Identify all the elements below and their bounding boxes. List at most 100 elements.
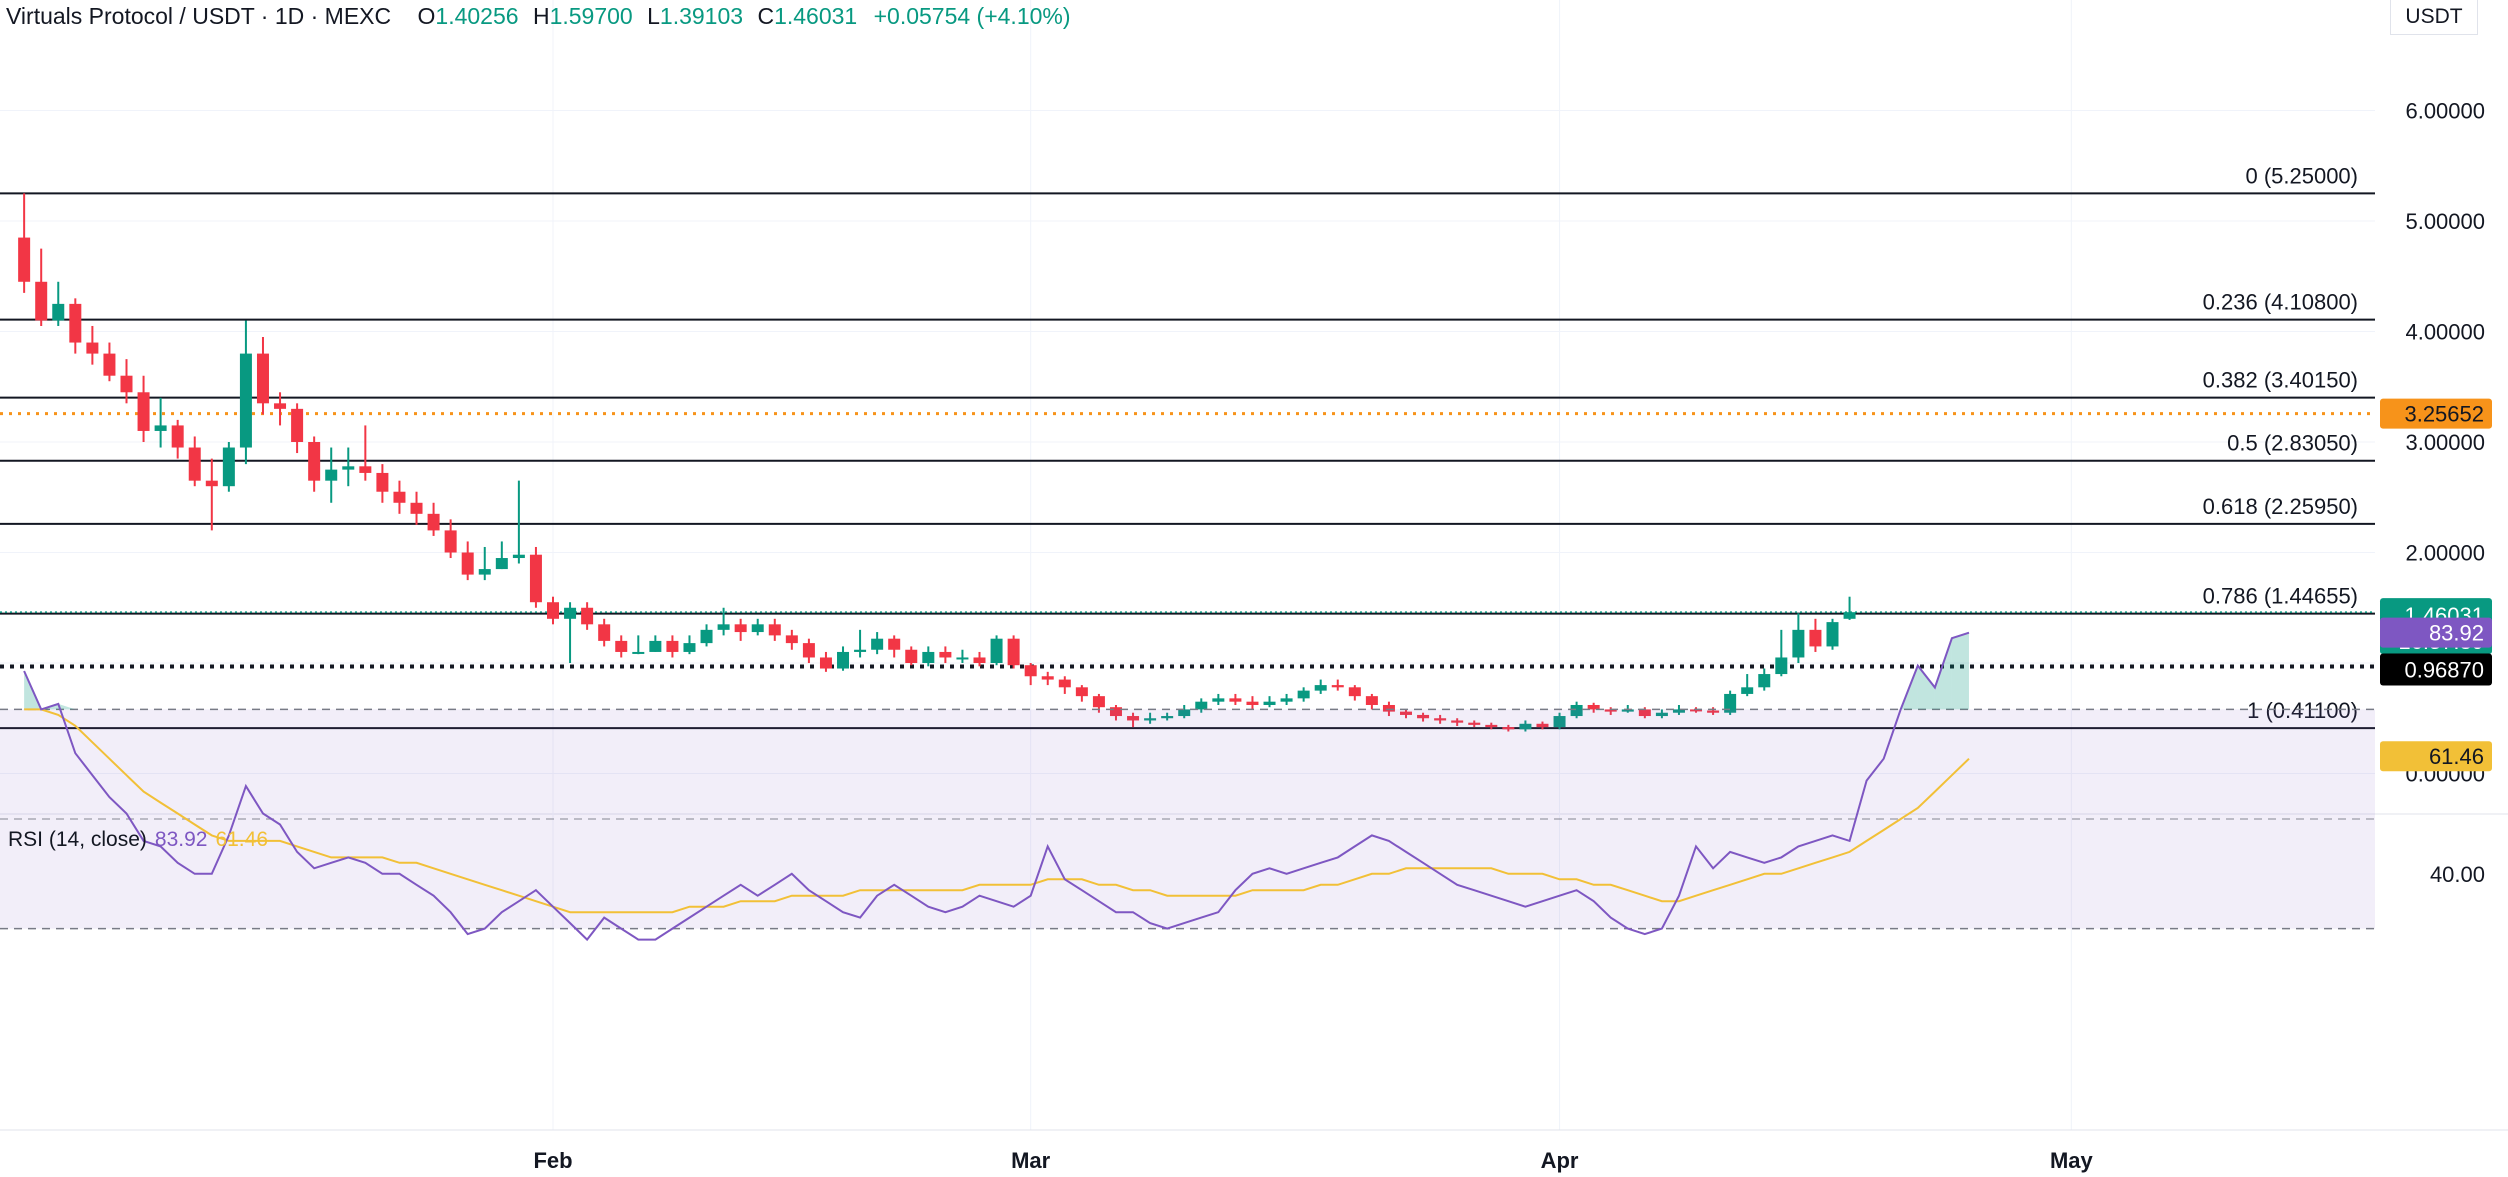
high-value: 1.59700 bbox=[549, 3, 633, 29]
candle-body bbox=[1519, 723, 1532, 730]
candle-body bbox=[649, 640, 662, 652]
candle bbox=[819, 651, 832, 672]
candle bbox=[1741, 674, 1754, 697]
candle-body bbox=[1434, 718, 1447, 721]
candle bbox=[1553, 712, 1566, 730]
rsi-header[interactable]: RSI (14, close) 83.92 61.46 bbox=[8, 828, 268, 852]
orange-price-badge-bg bbox=[2380, 398, 2492, 429]
candle-body bbox=[1775, 657, 1788, 675]
candle-body bbox=[854, 649, 867, 652]
candle bbox=[649, 635, 662, 652]
candle-body bbox=[717, 624, 730, 630]
candle bbox=[888, 635, 901, 658]
candle bbox=[1314, 679, 1327, 694]
candle-body bbox=[1587, 704, 1600, 710]
candle-body bbox=[1536, 723, 1549, 728]
candlesticks bbox=[18, 193, 1856, 732]
candle-body bbox=[188, 447, 201, 481]
candle bbox=[1024, 663, 1037, 686]
candle-body bbox=[1741, 687, 1754, 694]
candle bbox=[1400, 709, 1412, 719]
candle bbox=[171, 419, 184, 459]
support-price-badge: 0.96870 bbox=[2380, 653, 2492, 686]
candle bbox=[1536, 721, 1549, 730]
candle-body bbox=[137, 392, 150, 431]
candle-body bbox=[529, 554, 542, 603]
candle-body bbox=[154, 425, 167, 431]
high-label: H bbox=[532, 3, 550, 29]
candle-body bbox=[1092, 696, 1105, 708]
currency-button[interactable]: USDT bbox=[2390, 0, 2478, 35]
candle bbox=[1161, 712, 1174, 721]
candle-body bbox=[1144, 718, 1157, 721]
price-tick-0: 6.00000 bbox=[2405, 99, 2485, 124]
candle bbox=[154, 397, 167, 448]
candle bbox=[632, 635, 645, 655]
candle-body bbox=[1041, 676, 1054, 680]
candle bbox=[274, 392, 287, 426]
open-label: O bbox=[417, 3, 436, 29]
candle-body bbox=[444, 530, 457, 553]
candle-body bbox=[1297, 690, 1310, 699]
candle-body bbox=[1400, 711, 1412, 715]
candle bbox=[1417, 712, 1430, 722]
rsi-ma-value-badge-bg bbox=[2380, 741, 2492, 772]
candle bbox=[1826, 618, 1839, 650]
candle bbox=[547, 596, 559, 625]
candle bbox=[188, 436, 201, 487]
candle-body bbox=[802, 643, 815, 658]
candle bbox=[427, 502, 440, 536]
fib-label-4: 0.618 (2.25950) bbox=[2203, 494, 2358, 519]
rsi-value-badge: 83.92 bbox=[2380, 617, 2492, 648]
candle-body bbox=[1263, 701, 1276, 705]
candle-body bbox=[547, 602, 559, 619]
candle bbox=[86, 325, 99, 365]
candle-body bbox=[1604, 709, 1617, 712]
symbol-title[interactable]: Virtuals Protocol / USDT · 1D · MEXC bbox=[6, 3, 392, 29]
candle bbox=[461, 541, 474, 581]
rsi-overbought-fill bbox=[1934, 638, 1952, 710]
candle-body bbox=[1672, 709, 1685, 713]
candle bbox=[956, 649, 969, 663]
candle bbox=[1109, 704, 1122, 721]
candle bbox=[871, 632, 884, 655]
time-label-apr: Apr bbox=[1541, 1148, 1579, 1173]
candle-body bbox=[86, 342, 99, 354]
candle-body bbox=[1024, 665, 1037, 677]
candle bbox=[666, 635, 679, 658]
candle-body bbox=[376, 472, 389, 492]
candle bbox=[512, 480, 525, 564]
candle bbox=[1519, 720, 1532, 732]
candle bbox=[1604, 707, 1617, 715]
candle-body bbox=[120, 375, 133, 393]
rsi-pane bbox=[0, 631, 2375, 942]
candle bbox=[768, 618, 781, 641]
candle bbox=[1707, 707, 1720, 715]
candle-body bbox=[751, 624, 764, 633]
orange-price-badge: 3.25652 bbox=[2380, 398, 2492, 429]
candle-body bbox=[461, 552, 474, 575]
candle bbox=[973, 651, 986, 667]
change-value: +0.05754 (+4.10%) bbox=[873, 3, 1071, 29]
candle-body bbox=[905, 649, 918, 663]
candle-body bbox=[1007, 638, 1020, 666]
candle-body bbox=[18, 237, 31, 282]
candle-body bbox=[69, 303, 82, 343]
candle-body bbox=[342, 466, 355, 470]
price-axis[interactable]: 6.000005.000004.000003.000002.000001.000… bbox=[2380, 99, 2492, 887]
candle bbox=[1468, 720, 1481, 728]
candle-body bbox=[1229, 698, 1242, 702]
rsi-overbought-fill bbox=[1951, 632, 1969, 710]
candle bbox=[683, 635, 696, 655]
rsi-ma-header-value: 61.46 bbox=[215, 828, 269, 851]
candle-body bbox=[819, 657, 832, 669]
time-axis[interactable]: Feb Mar Apr May bbox=[0, 1129, 2508, 1173]
candle-body bbox=[632, 651, 645, 654]
candle bbox=[1365, 693, 1378, 710]
rsi-header-value: 83.92 bbox=[154, 828, 208, 851]
candle bbox=[1280, 693, 1293, 705]
candle bbox=[1451, 718, 1464, 726]
candle bbox=[18, 193, 31, 293]
rsi-value-badge-text-0: 83.92 bbox=[2429, 621, 2484, 646]
